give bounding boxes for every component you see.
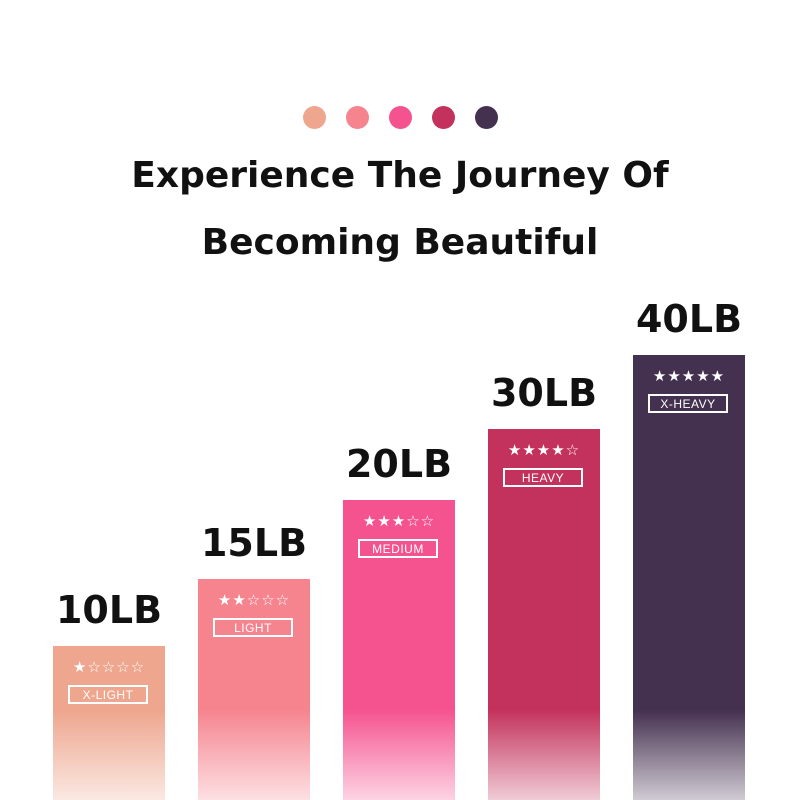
band-bar: ★★☆☆☆ LIGHT [198, 579, 310, 800]
band-bar: ★★★☆☆ MEDIUM [343, 500, 455, 800]
band-bar: ★★★★☆ HEAVY [488, 429, 600, 800]
headline-line-1: Experience The Journey Of [131, 155, 669, 196]
color-dot [388, 106, 412, 129]
level-badge: X-LIGHT [68, 685, 148, 704]
star-rating: ★☆☆☆☆ [72, 658, 146, 676]
color-dot [431, 106, 455, 129]
weight-label: 20LB [345, 442, 453, 486]
weight-label: 10LB [55, 588, 163, 632]
level-badge: LIGHT [213, 618, 293, 637]
level-badge: HEAVY [503, 468, 583, 487]
star-rating: ★★★☆☆ [362, 512, 436, 530]
band-bar: ★☆☆☆☆ X-LIGHT [53, 646, 165, 800]
star-rating: ★★☆☆☆ [217, 591, 291, 609]
star-rating: ★★★★★ [652, 367, 726, 385]
weight-label: 30LB [490, 371, 598, 415]
level-badge: MEDIUM [358, 539, 438, 558]
color-dots [0, 106, 800, 129]
level-badge: X-HEAVY [648, 394, 728, 413]
color-dot [302, 106, 326, 129]
weight-label: 40LB [635, 297, 743, 341]
band-bar: ★★★★★ X-HEAVY [633, 355, 745, 800]
star-rating: ★★★★☆ [507, 441, 581, 459]
headline-line-2: Becoming Beautiful [201, 222, 599, 263]
color-dot [345, 106, 369, 129]
color-dot [474, 106, 498, 129]
weight-label: 15LB [200, 521, 308, 565]
